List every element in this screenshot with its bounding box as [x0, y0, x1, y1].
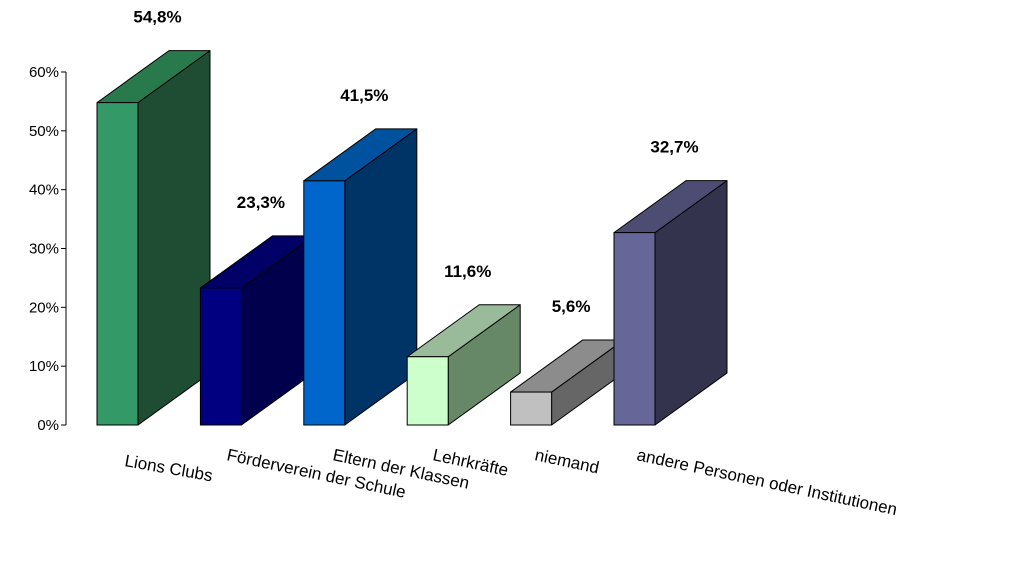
bar: [510, 339, 625, 426]
bar: [96, 50, 211, 426]
y-tick-label: 20%: [29, 299, 59, 316]
y-axis: 0% 10% 20% 30% 40% 50% 60%: [29, 64, 67, 434]
data-label: 5,6%: [552, 297, 591, 316]
bar: [613, 180, 728, 426]
data-label: 23,3%: [237, 193, 285, 212]
bar-front: [613, 232, 656, 426]
bars: [96, 50, 728, 426]
bar-front: [510, 391, 553, 426]
category-label: Lions Clubs: [123, 451, 214, 485]
data-label: 41,5%: [340, 86, 388, 105]
bar: [406, 304, 521, 426]
category-label: andere Personen oder Institutionen: [635, 445, 899, 519]
bar-front: [96, 102, 139, 426]
y-tick-label: 0%: [37, 417, 59, 434]
y-tick-label: 50%: [29, 123, 59, 140]
bar-front: [303, 180, 346, 426]
data-label: 32,7%: [650, 138, 698, 157]
y-tick-label: 40%: [29, 182, 59, 199]
bar: [199, 235, 314, 426]
bar: [303, 128, 418, 426]
y-tick-label: 30%: [29, 241, 59, 258]
y-tick-label: 60%: [29, 64, 59, 81]
bar-front: [199, 287, 242, 426]
data-label: 54,8%: [133, 8, 181, 27]
bar-side: [137, 50, 211, 426]
data-label: 11,6%: [444, 262, 491, 281]
category-label: niemand: [533, 445, 601, 477]
bar-front: [406, 356, 449, 426]
y-tick-label: 10%: [29, 358, 59, 375]
